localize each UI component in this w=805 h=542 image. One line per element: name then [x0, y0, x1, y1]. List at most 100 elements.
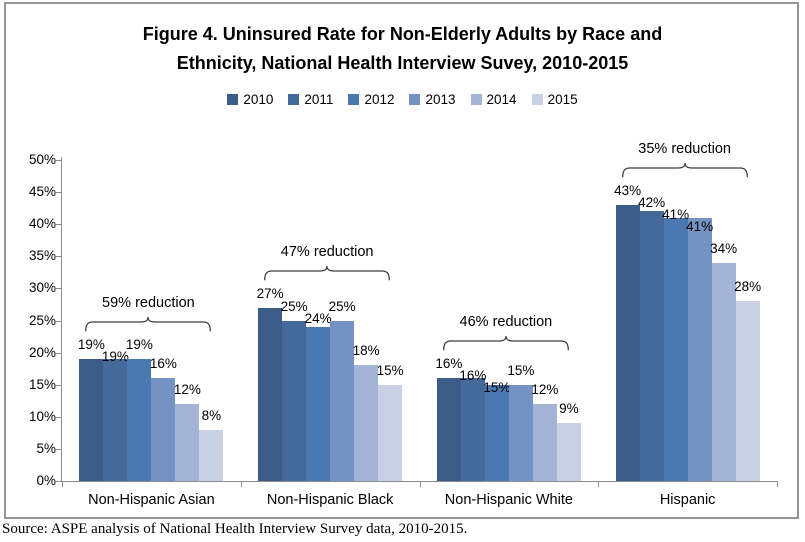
bar: [532, 403, 557, 481]
bar-value-label: 12%: [531, 381, 559, 397]
legend-item: 2012: [348, 92, 394, 107]
bar: [306, 326, 331, 481]
category-label: Hispanic: [659, 492, 716, 508]
bar-value-label: 16%: [435, 356, 463, 372]
category-label: Non-Hispanic White: [444, 492, 573, 508]
bar: [436, 378, 461, 481]
legend-swatch: [470, 94, 482, 105]
x-axis-tick: [419, 481, 421, 487]
bar-value-label: 41%: [686, 218, 714, 234]
legend-swatch: [409, 94, 421, 105]
y-axis-tick-label: 50%: [28, 152, 56, 167]
y-axis-tick: [56, 320, 61, 322]
bar: [354, 365, 379, 481]
y-axis-tick: [56, 224, 61, 226]
bar: [556, 423, 581, 481]
y-axis-tick-label: 5%: [36, 440, 56, 456]
legend-label: 2015: [547, 92, 578, 107]
y-axis-tick-label: 35%: [28, 248, 56, 264]
y-axis-tick-label: 45%: [28, 184, 56, 200]
y-axis-tick: [56, 256, 61, 258]
y-axis-tick-label: 40%: [28, 216, 56, 232]
y-axis-tick-label: 30%: [28, 280, 56, 296]
reduction-label: 47% reduction: [280, 243, 374, 260]
legend-label: 2014: [486, 92, 517, 107]
y-axis-tick: [56, 160, 61, 161]
legend-label: 2010: [243, 92, 274, 107]
x-axis-tick: [598, 481, 600, 487]
x-axis-line: [61, 481, 777, 482]
bar: [378, 384, 403, 481]
y-axis-tick: [56, 416, 61, 418]
reduction-bracket: [442, 336, 569, 351]
bar: [735, 301, 760, 481]
y-axis-tick-label: 10%: [28, 408, 56, 424]
bar-value-label: 8%: [201, 407, 222, 423]
x-axis-tick: [777, 481, 778, 487]
legend-item: 2011: [288, 92, 333, 107]
x-axis-tick: [62, 481, 63, 487]
legend-swatch: [531, 94, 543, 105]
legend-swatch: [227, 94, 239, 105]
bar-value-label: 24%: [304, 310, 332, 326]
legend-item: 2013: [409, 92, 456, 107]
bar: [460, 378, 485, 481]
bar-value-label: 25%: [328, 298, 356, 314]
bar-value-label: 15%: [376, 362, 404, 378]
y-axis-tick: [56, 448, 61, 450]
bar-value-label: 28%: [734, 279, 762, 295]
reduction-label: 35% reduction: [638, 140, 731, 157]
legend-swatch: [288, 94, 300, 105]
y-axis-tick-label: 0%: [36, 473, 56, 488]
chart-title-line2: Ethnicity, National Health Interview Suv…: [176, 53, 629, 73]
bar-value-label: 19%: [125, 337, 153, 353]
y-axis-tick: [56, 384, 61, 386]
bar: [484, 384, 509, 481]
legend-item: 2010: [227, 92, 273, 107]
reduction-bracket: [85, 316, 212, 332]
bar: [687, 217, 712, 481]
bar-value-label: 27%: [256, 285, 284, 301]
legend-swatch: [348, 94, 360, 105]
chart-title: Figure 4. Uninsured Rate for Non-Elderly…: [10, 20, 795, 78]
bar: [330, 320, 355, 481]
bar: [615, 204, 640, 481]
reduction-label: 46% reduction: [459, 314, 553, 331]
y-axis-line: [61, 157, 62, 482]
bar-value-label: 12%: [173, 381, 201, 397]
y-axis-tick-label: 20%: [28, 344, 56, 360]
reduction-bracket: [264, 265, 391, 280]
legend-label: 2011: [304, 92, 334, 107]
legend-label: 2013: [425, 92, 456, 107]
bar: [199, 429, 224, 481]
legend-item: 2015: [531, 92, 578, 107]
bar-value-label: 16%: [149, 356, 177, 372]
bar: [711, 262, 736, 481]
bar: [127, 359, 152, 481]
bar-value-label: 16%: [459, 368, 487, 384]
bar-value-label: 15%: [507, 362, 535, 378]
bar: [175, 403, 200, 481]
bar: [79, 359, 104, 481]
bar: [258, 307, 283, 481]
chart-title-line1: Figure 4. Uninsured Rate for Non-Elderly…: [142, 24, 663, 44]
x-axis-tick: [240, 481, 242, 487]
bar-value-label: 9%: [559, 401, 579, 417]
y-axis-tick-label: 25%: [28, 312, 56, 328]
source-note: Source: ASPE analysis of National Health…: [2, 521, 468, 537]
legend-label: 2012: [364, 92, 395, 107]
bar-value-label: 15%: [483, 380, 511, 396]
y-axis-tick: [56, 192, 61, 194]
reduction-bracket: [621, 162, 748, 178]
legend-item: 2014: [470, 92, 517, 107]
category-label: Non-Hispanic Asian: [88, 492, 215, 508]
y-axis-tick: [56, 352, 61, 354]
bar: [639, 211, 664, 481]
legend: 2010 2011 2012 2013 2014 2015: [0, 92, 805, 107]
bar-value-label: 25%: [280, 298, 308, 314]
bar-value-label: 41%: [662, 206, 690, 222]
bar: [508, 384, 533, 481]
bar-value-label: 19%: [101, 349, 129, 365]
bar-value-label: 42%: [638, 194, 666, 210]
